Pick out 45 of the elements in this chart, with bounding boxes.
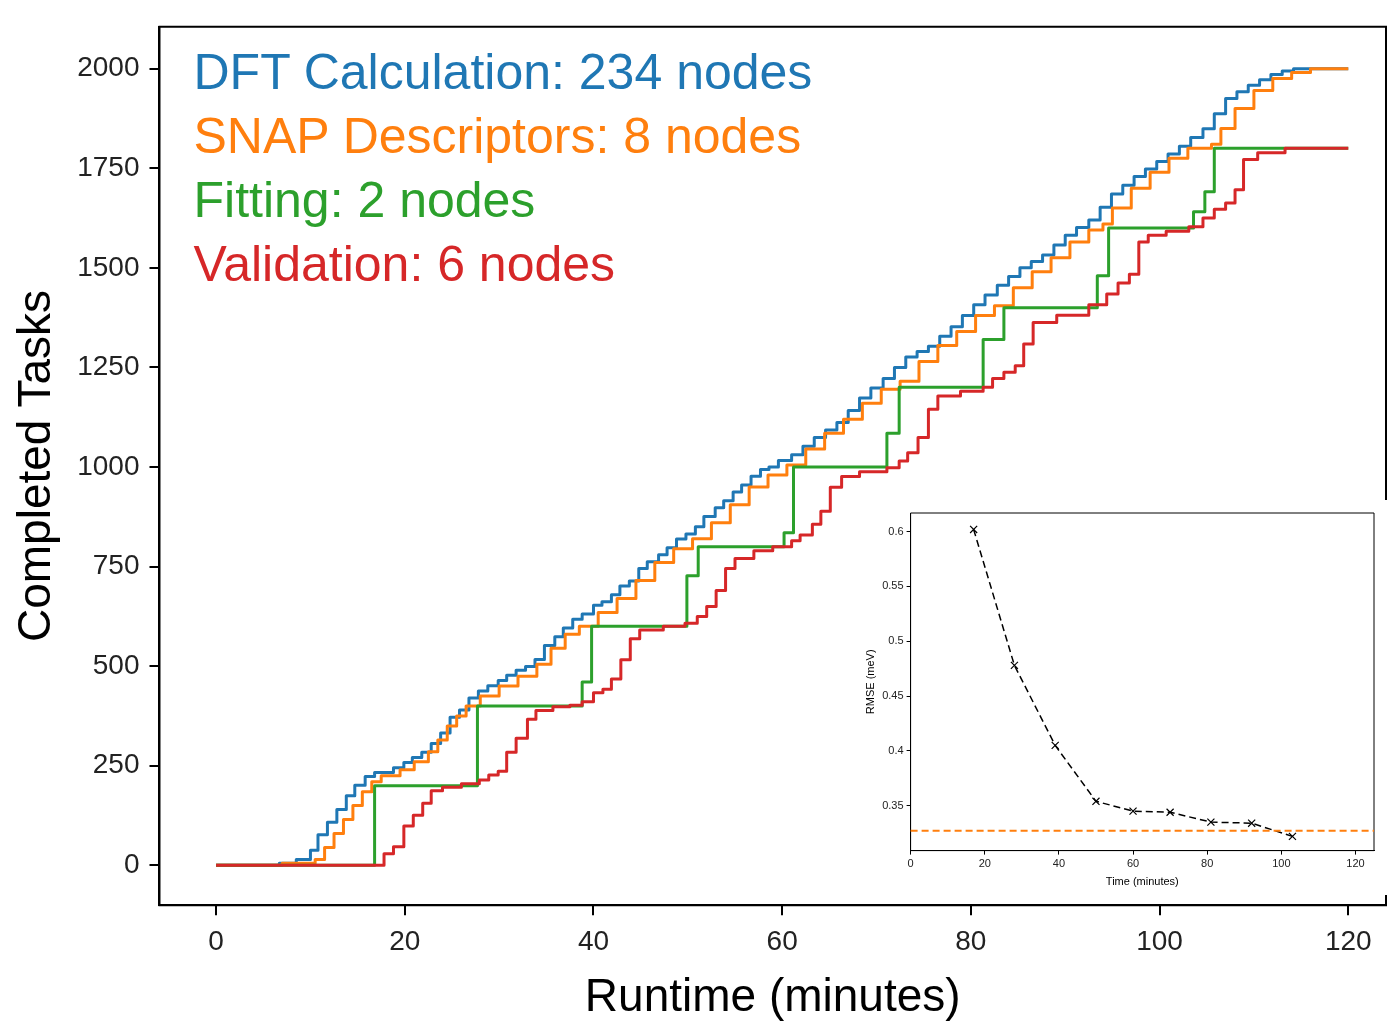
y-tick-label: 1500: [77, 250, 140, 282]
point: [1247, 819, 1256, 828]
x-tick-label: 100: [1272, 857, 1291, 870]
x-tick-label: 20: [978, 857, 991, 870]
text: Fitting: 2 nodes: [193, 171, 536, 228]
x-tick-label: 120: [1324, 924, 1372, 956]
y-axis-title: Completed Tasks: [8, 290, 61, 642]
x-tick-label: 0: [907, 857, 914, 870]
point: [1010, 661, 1019, 670]
x-tick-label: 120: [1346, 857, 1365, 870]
x-tick-label: 40: [577, 924, 610, 956]
point: [1165, 808, 1175, 817]
point: [1091, 797, 1101, 806]
y-axis-title: RMSE (meV): [863, 649, 876, 715]
y-tick-label: 2000: [77, 51, 140, 83]
point: [1051, 741, 1060, 750]
x-tick-label: 60: [766, 924, 798, 956]
x-tick-label: 100: [1136, 924, 1183, 956]
x-tick-label: 80: [955, 924, 987, 956]
y-tick-label: 1250: [77, 350, 140, 382]
y-tick-label: 500: [92, 648, 140, 680]
x-tick-label: 40: [1052, 857, 1066, 870]
y-tick-label: 0.35: [882, 798, 904, 811]
point: [1206, 817, 1216, 827]
y-tick-label: 1000: [77, 449, 140, 481]
text: Validation: 6 nodes: [193, 235, 616, 292]
y-tick-label: 0.4: [888, 743, 904, 756]
text: DFT Calculation: 234 nodes: [193, 43, 813, 100]
y-tick-label: 1750: [77, 150, 140, 182]
y-tick-label: 0.55: [882, 579, 904, 592]
x-tick-label: 0: [208, 924, 224, 956]
x-tick-label: 20: [389, 924, 421, 956]
point: [1288, 832, 1297, 841]
y-tick-label: 750: [92, 549, 140, 581]
y-tick-label: 0.45: [882, 689, 904, 702]
text: SNAP Descriptors: 8 nodes: [193, 107, 802, 164]
y-tick-label: 0.6: [888, 524, 904, 537]
point: [1128, 807, 1138, 816]
y-tick-label: 0.5: [888, 634, 904, 647]
x-axis-title: Runtime (minutes): [584, 969, 961, 1022]
x-tick-label: 60: [1126, 857, 1140, 870]
x-tick-label: 80: [1201, 857, 1214, 870]
y-tick-label: 250: [92, 748, 140, 780]
point: [969, 525, 978, 534]
x-axis-title: Time (minutes): [1105, 875, 1179, 888]
